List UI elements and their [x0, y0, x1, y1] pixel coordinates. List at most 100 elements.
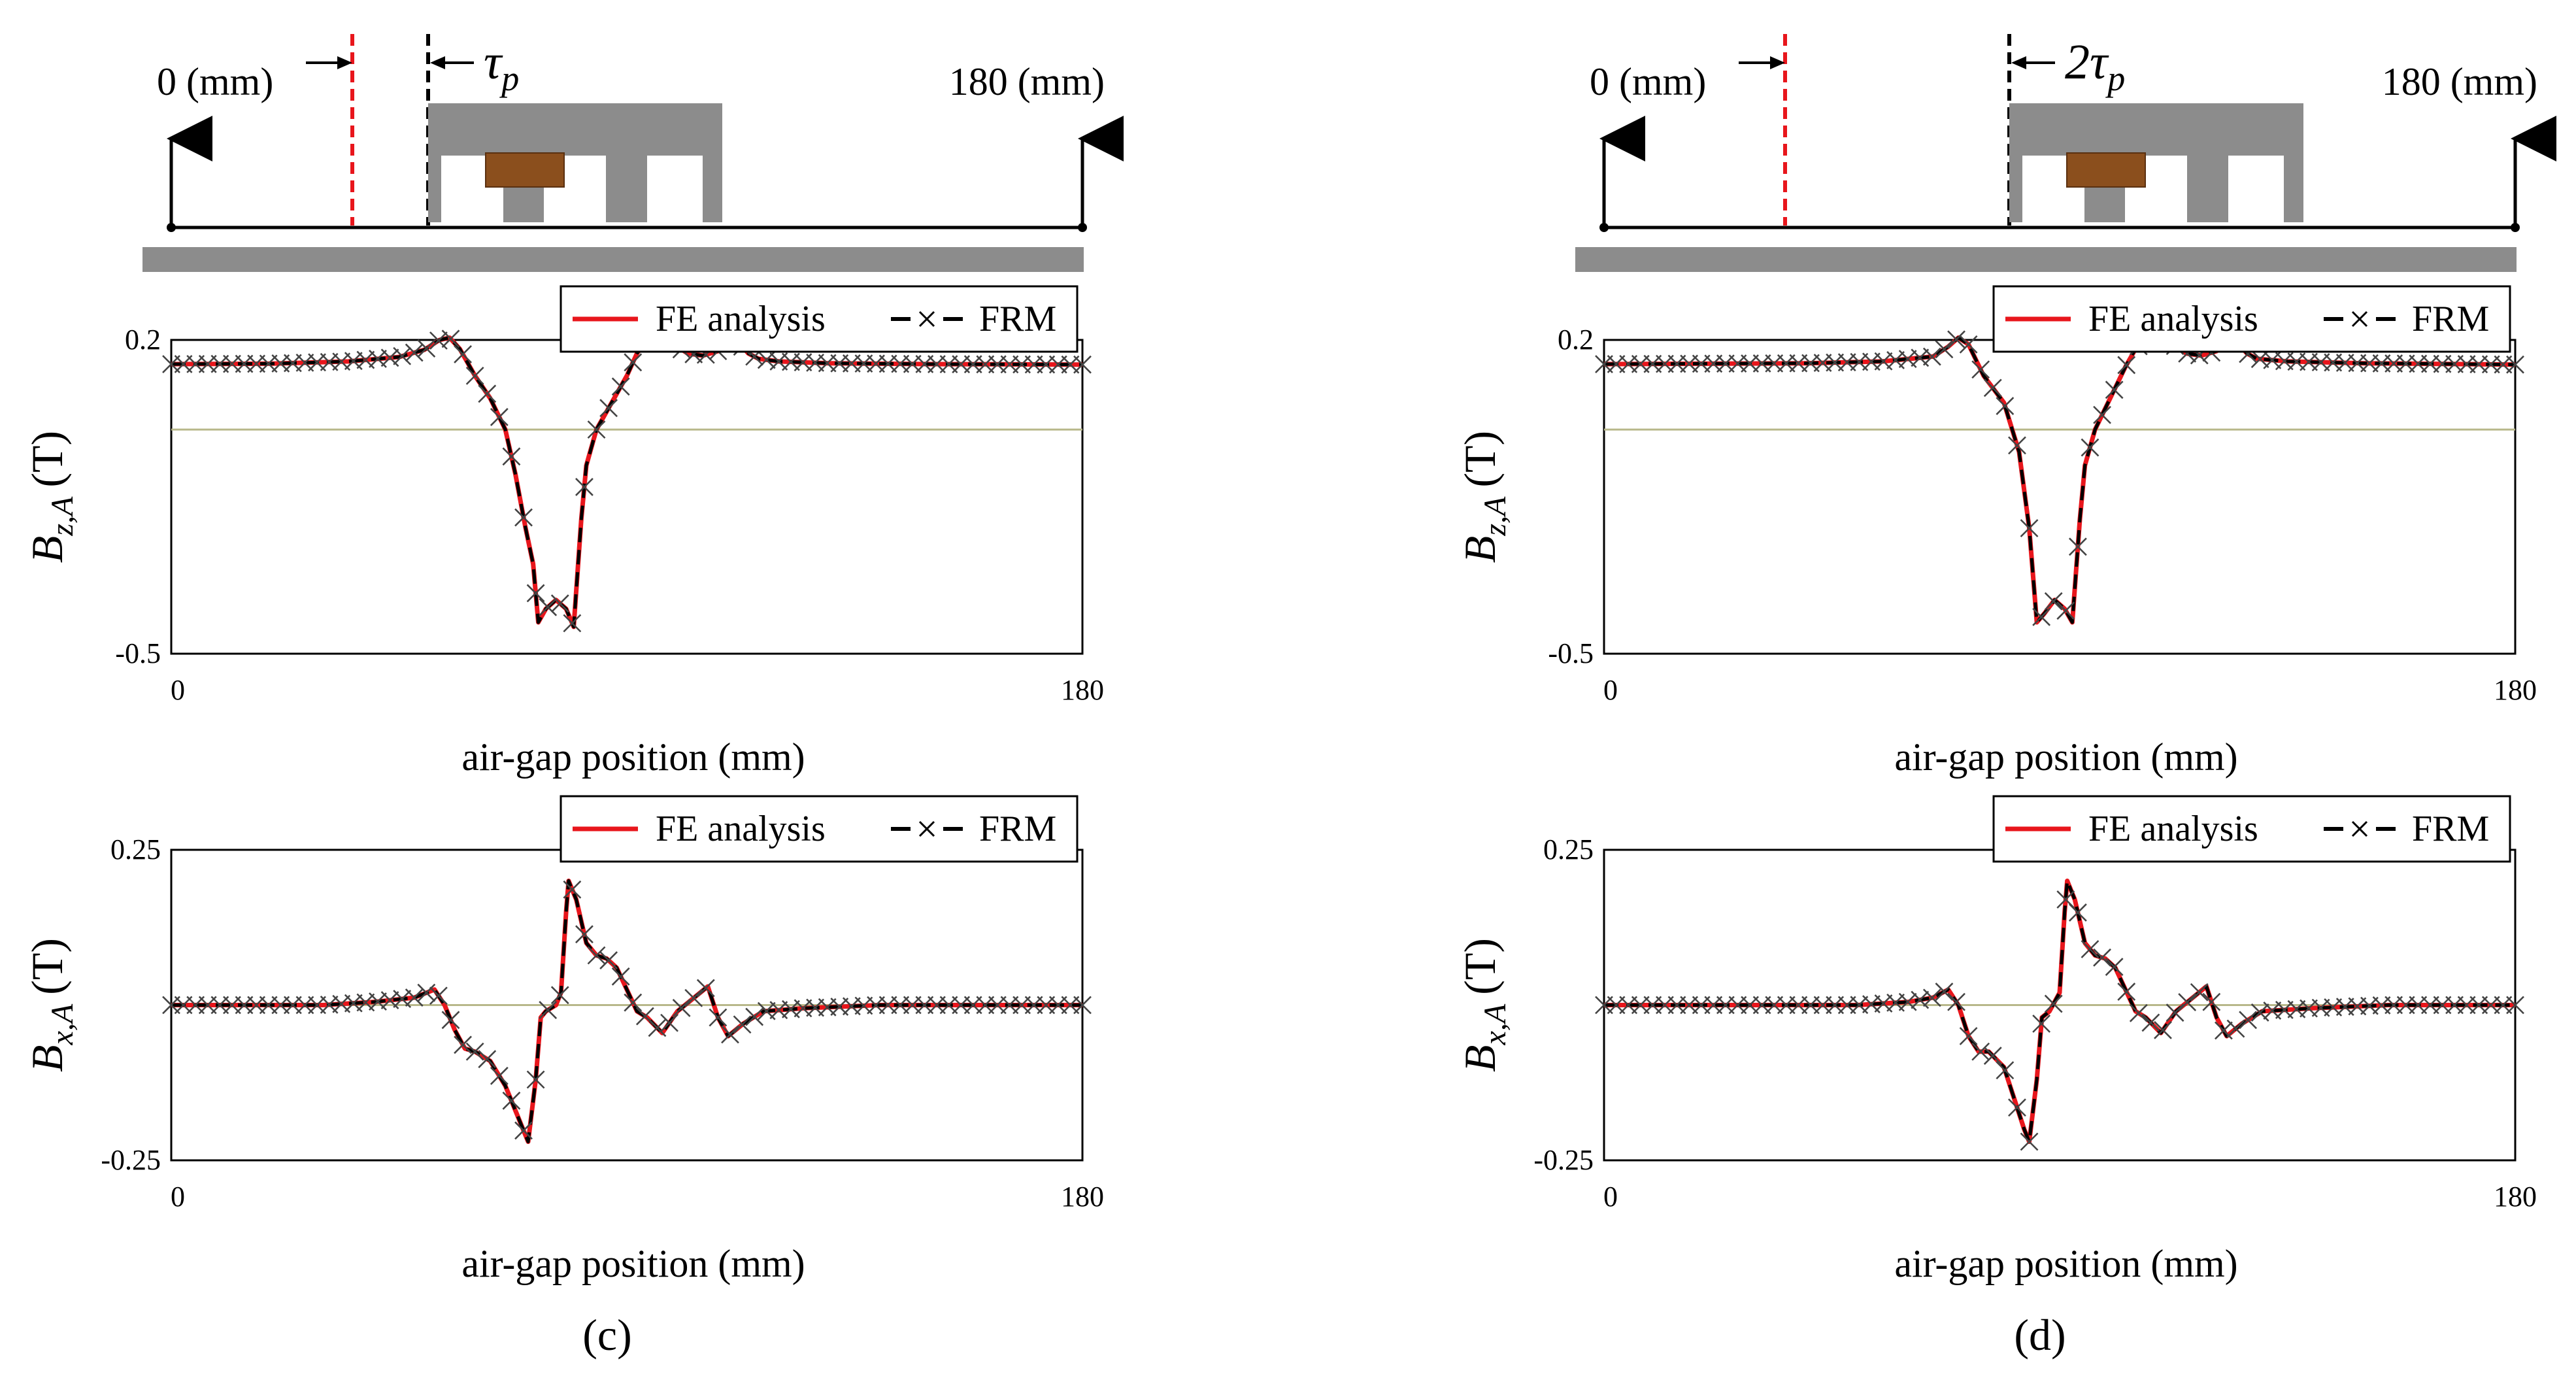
y-axis-label: Bz,A (T) — [1455, 431, 1513, 563]
y-axis-label: Bx,A (T) — [22, 938, 80, 1072]
frm-marker — [2166, 1003, 2184, 1022]
frm-marker — [2068, 903, 2087, 922]
frm-marker — [648, 1018, 667, 1037]
frm-marker — [2044, 994, 2063, 1013]
ytick-label-top: 0.25 — [1543, 833, 1594, 865]
frm-marker — [2020, 519, 2039, 537]
frm-marker — [587, 420, 606, 439]
frm-marker — [417, 339, 436, 358]
pole-pitch-label: 2τp — [2065, 35, 2125, 98]
frm-marker — [1983, 378, 2002, 397]
frm-marker — [2032, 607, 2051, 626]
frm-marker — [465, 366, 484, 385]
frm-marker — [1898, 992, 1917, 1011]
chart-bz: 0.2 -0.5 0 180 air-gap position (mm) Bz,A (T) F… — [22, 285, 1104, 779]
frm-marker — [502, 447, 521, 466]
y-label-unit: (T) — [22, 938, 72, 995]
frm-marker — [539, 597, 558, 616]
ytick-label-top: 0.2 — [125, 324, 161, 356]
frm-marker — [2129, 1003, 2148, 1022]
frm-marker — [1996, 397, 2015, 415]
frm-marker — [684, 988, 703, 1007]
mover-core — [428, 103, 722, 222]
coil — [2066, 152, 2146, 188]
frm-marker — [1922, 347, 1941, 366]
frm-marker — [563, 880, 582, 899]
y-label-subscript: x,A — [45, 1003, 80, 1045]
y-label-subscript: z,A — [45, 496, 80, 537]
frm-marker — [454, 1035, 472, 1054]
legend-frm-label: FRM — [979, 299, 1056, 339]
frm-marker — [502, 1091, 521, 1110]
frm-marker — [526, 1070, 545, 1089]
legend: FE analysis FRM — [560, 795, 1079, 863]
frm-marker — [1911, 990, 1930, 1009]
frm-marker — [465, 1042, 484, 1061]
frm-marker — [2044, 592, 2063, 611]
ytick-label-top: 0.2 — [1558, 324, 1594, 356]
frm-marker — [2081, 438, 2099, 457]
frm-marker — [526, 584, 545, 603]
frm-marker — [2226, 1019, 2245, 1038]
legend-box — [560, 285, 1079, 353]
legend-frm-marker — [918, 820, 935, 837]
xtick-label-end: 180 — [2494, 1181, 2537, 1213]
frm-marker — [2008, 436, 2026, 455]
frm-marker — [745, 1007, 764, 1026]
frm-marker — [539, 1001, 558, 1020]
y-label-subscript: z,A — [1478, 496, 1513, 537]
ytick-label-bottom: -0.5 — [1548, 637, 1594, 669]
y-axis-label: Bz,A (T) — [22, 431, 80, 563]
frm-marker — [1947, 330, 1965, 349]
mover-core — [2009, 103, 2303, 222]
panel-label: (c) — [582, 1310, 631, 1360]
pole-pitch-label: τp — [484, 35, 519, 98]
ytick-label-bottom: -0.25 — [1533, 1144, 1594, 1176]
frm-marker — [599, 951, 618, 970]
frm-marker — [478, 1050, 497, 1069]
frm-marker — [2117, 983, 2136, 1001]
frm-marker — [696, 979, 715, 998]
panel-c: 0 (mm) 180 (mm) τp 0.2 -0.5 0 180 air-gap posit… — [22, 34, 1124, 1360]
ytick-label-top: 0.25 — [110, 833, 161, 865]
frm-marker — [611, 377, 630, 396]
chart-bz: 0.2 -0.5 0 180 air-gap position (mm) Bz,A (T) F… — [1455, 285, 2537, 779]
pole-pitch-subscript: p — [2105, 59, 2125, 98]
frm-marker — [2105, 958, 2124, 976]
frm-marker — [709, 1008, 728, 1027]
frm-marker — [2093, 405, 2111, 424]
frm-marker — [599, 399, 618, 418]
xtick-label-start: 0 — [1603, 674, 1618, 706]
ytick-label-bottom: -0.5 — [115, 637, 161, 669]
frm-marker — [624, 353, 643, 372]
coil — [485, 152, 565, 188]
plot-area — [170, 339, 1084, 655]
frm-marker — [2081, 940, 2099, 958]
frm-markers — [162, 329, 1092, 633]
frm-marker — [2202, 992, 2221, 1011]
frm-marker — [550, 986, 569, 1005]
legend: FE analysis FRM — [560, 285, 1079, 353]
frm-marker — [454, 345, 472, 363]
frm-marker — [429, 986, 448, 1005]
panel-d: 0 (mm) 180 (mm) 2τp 0.2 -0.5 0 180 air-gap posi… — [1455, 34, 2556, 1360]
frm-marker — [2239, 1011, 2258, 1030]
panel-label: (d) — [2014, 1310, 2066, 1360]
legend-fe-label: FE analysis — [2088, 299, 2258, 339]
secondary-rail — [1575, 247, 2517, 272]
frm-marker — [478, 384, 497, 403]
y-label-symbol: B — [1455, 1045, 1505, 1072]
frm-marker — [2178, 993, 2197, 1011]
xtick-label-start: 0 — [171, 674, 185, 706]
frm-marker — [1983, 1047, 2002, 1065]
frm-marker — [2506, 355, 2524, 374]
frm-marker — [2117, 356, 2136, 375]
frm-marker — [1959, 1027, 1978, 1045]
xtick-label-end: 180 — [1061, 674, 1104, 706]
frm-marker — [587, 946, 606, 965]
legend-box — [1992, 285, 2511, 353]
machine-schematic: 0 (mm) 180 (mm) 2τp — [1575, 34, 2556, 272]
frm-marker — [2105, 380, 2124, 399]
xtick-label-start: 0 — [1603, 1181, 1618, 1213]
